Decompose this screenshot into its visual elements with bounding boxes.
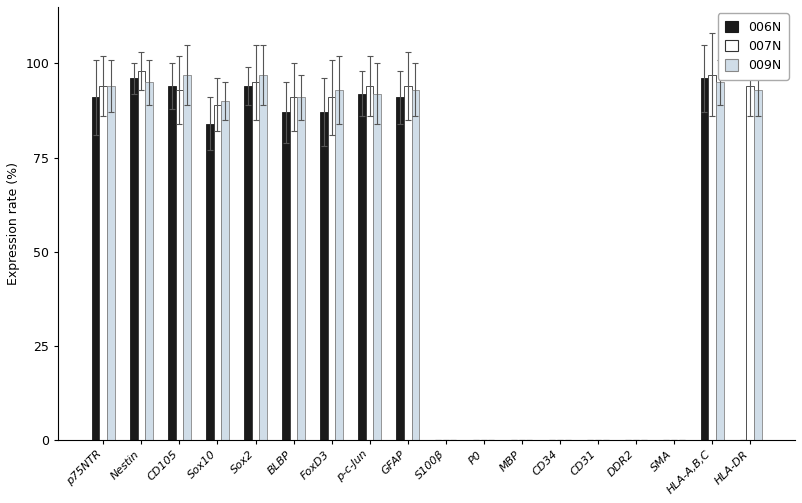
Bar xyxy=(708,75,716,440)
Bar xyxy=(92,97,99,440)
Bar xyxy=(358,94,366,440)
Bar xyxy=(366,86,374,440)
Bar xyxy=(298,97,305,440)
Bar xyxy=(328,97,335,440)
Bar xyxy=(206,124,213,440)
Bar xyxy=(130,78,138,440)
Bar xyxy=(374,94,381,440)
Bar xyxy=(244,86,252,440)
Bar xyxy=(183,75,191,440)
Bar xyxy=(320,112,328,440)
Bar xyxy=(168,86,176,440)
Bar xyxy=(259,75,267,440)
Y-axis label: Expression rate (%): Expression rate (%) xyxy=(7,162,20,285)
Bar xyxy=(221,101,229,440)
Bar xyxy=(335,90,343,440)
Bar xyxy=(411,90,419,440)
Bar xyxy=(747,86,754,440)
Bar xyxy=(404,86,411,440)
Legend: 006N, 007N, 009N: 006N, 007N, 009N xyxy=(718,13,789,79)
Bar xyxy=(282,112,290,440)
Bar xyxy=(716,82,723,440)
Bar xyxy=(754,90,762,440)
Bar xyxy=(99,86,107,440)
Bar xyxy=(252,82,259,440)
Bar xyxy=(145,82,152,440)
Bar xyxy=(396,97,404,440)
Bar xyxy=(290,97,298,440)
Bar xyxy=(176,90,183,440)
Bar xyxy=(138,71,145,440)
Bar xyxy=(107,86,115,440)
Bar xyxy=(213,105,221,440)
Bar xyxy=(701,78,708,440)
